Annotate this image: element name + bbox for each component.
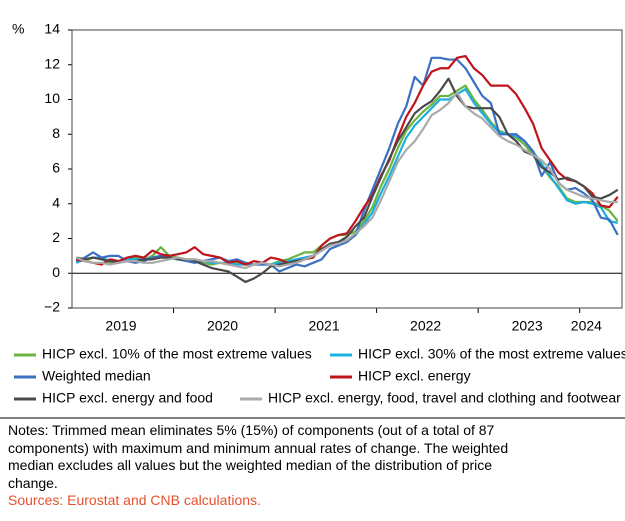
note-line: change. bbox=[8, 474, 58, 491]
sources: Sources: Eurostat and CNB calculations. bbox=[8, 492, 261, 508]
x-tick-label: 2020 bbox=[207, 318, 238, 334]
x-tick-label: 2023 bbox=[512, 318, 543, 334]
y-tick-label: 0 bbox=[52, 264, 60, 280]
series-line bbox=[75, 87, 618, 266]
note-line: Notes: Trimmed mean eliminates 5% (15%) … bbox=[8, 422, 495, 438]
legend-label: HICP excl. energy, food, travel and clot… bbox=[268, 390, 621, 406]
legend-label: HICP excl. energy and food bbox=[42, 390, 213, 406]
notes: Notes: Trimmed mean eliminates 5% (15%) … bbox=[8, 422, 620, 510]
y-tick-label: 8 bbox=[52, 125, 60, 141]
series-line bbox=[75, 91, 618, 270]
plot-frame bbox=[71, 29, 623, 309]
x-tick-label: 2019 bbox=[105, 318, 136, 334]
y-tick-label: 10 bbox=[44, 90, 60, 106]
note-line: median excludes all values but the weigh… bbox=[8, 457, 493, 473]
y-tick-label: 12 bbox=[44, 55, 60, 71]
chart: % −2 0 2 4 6 8 10 12 14 2019 2020 2021 2022 2023 2024 H… bbox=[0, 21, 625, 419]
note-line: components) with maximum and minimum ann… bbox=[8, 439, 509, 456]
legend-label: HICP excl. 30% of the most extreme value… bbox=[358, 346, 625, 362]
y-tick-label: 2 bbox=[52, 229, 60, 245]
x-tick-label: 2024 bbox=[571, 318, 602, 334]
y-tick-label: 14 bbox=[44, 21, 60, 37]
y-tick-label: 6 bbox=[52, 160, 60, 176]
legend-label: Weighted median bbox=[42, 368, 151, 384]
series-line bbox=[76, 54, 619, 266]
y-axis-label: % bbox=[12, 21, 24, 37]
x-tick-label: 2022 bbox=[410, 318, 441, 334]
legend-label: HICP excl. energy bbox=[358, 368, 471, 384]
x-tick-label: 2021 bbox=[308, 318, 339, 334]
y-tick-label: 4 bbox=[52, 194, 60, 210]
legend-label: HICP excl. 10% of the most extreme value… bbox=[42, 346, 312, 362]
y-tick-label: −2 bbox=[44, 299, 60, 315]
